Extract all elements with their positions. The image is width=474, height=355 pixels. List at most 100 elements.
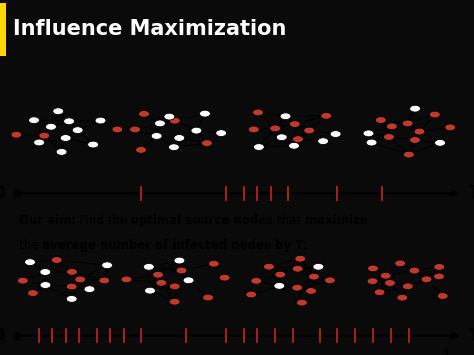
Circle shape xyxy=(191,127,202,134)
Circle shape xyxy=(202,294,213,301)
Circle shape xyxy=(129,126,140,133)
Circle shape xyxy=(53,108,64,115)
Circle shape xyxy=(410,105,420,112)
Circle shape xyxy=(174,135,185,141)
Circle shape xyxy=(46,123,56,130)
Circle shape xyxy=(289,142,300,149)
Circle shape xyxy=(39,132,50,139)
Circle shape xyxy=(324,277,335,284)
Circle shape xyxy=(366,139,377,146)
Circle shape xyxy=(321,113,332,119)
Circle shape xyxy=(209,260,219,267)
Circle shape xyxy=(34,139,45,146)
Circle shape xyxy=(11,131,22,138)
Circle shape xyxy=(219,274,230,281)
Text: Influence Maximization: Influence Maximization xyxy=(13,19,287,39)
Circle shape xyxy=(292,284,302,291)
Text: 3: 3 xyxy=(442,348,448,355)
Circle shape xyxy=(66,268,77,275)
Circle shape xyxy=(51,257,62,263)
Circle shape xyxy=(216,130,227,137)
Circle shape xyxy=(251,278,262,284)
Circle shape xyxy=(395,260,406,267)
Circle shape xyxy=(95,117,106,124)
Circle shape xyxy=(384,279,395,286)
Circle shape xyxy=(66,295,77,302)
Circle shape xyxy=(276,134,287,141)
Circle shape xyxy=(145,287,155,294)
Circle shape xyxy=(246,291,256,298)
Circle shape xyxy=(402,120,413,127)
Circle shape xyxy=(169,283,180,290)
Circle shape xyxy=(380,272,391,279)
Circle shape xyxy=(383,133,394,140)
Circle shape xyxy=(112,126,123,133)
Circle shape xyxy=(151,132,162,140)
Text: T: T xyxy=(469,327,474,345)
Circle shape xyxy=(164,113,175,120)
Circle shape xyxy=(367,278,378,285)
Circle shape xyxy=(138,110,149,117)
Circle shape xyxy=(18,277,28,284)
Circle shape xyxy=(410,137,420,143)
Circle shape xyxy=(274,283,285,289)
Circle shape xyxy=(280,113,291,120)
Circle shape xyxy=(445,124,456,131)
Circle shape xyxy=(264,263,274,270)
Text: 0: 0 xyxy=(0,327,5,345)
Circle shape xyxy=(421,276,432,283)
Text: Our aim:: Our aim: xyxy=(19,214,76,227)
Circle shape xyxy=(306,288,317,294)
Circle shape xyxy=(275,271,286,278)
Text: that: that xyxy=(273,214,305,227)
Circle shape xyxy=(121,276,132,283)
Circle shape xyxy=(254,144,264,151)
Circle shape xyxy=(174,257,185,264)
Circle shape xyxy=(289,121,300,127)
Circle shape xyxy=(434,273,445,280)
Circle shape xyxy=(144,263,155,270)
Circle shape xyxy=(101,262,112,269)
Circle shape xyxy=(66,283,77,290)
Circle shape xyxy=(168,144,179,151)
Circle shape xyxy=(136,147,146,153)
Circle shape xyxy=(201,140,212,147)
Circle shape xyxy=(169,298,180,305)
Circle shape xyxy=(74,276,85,283)
Circle shape xyxy=(84,286,95,293)
Circle shape xyxy=(72,127,83,133)
Circle shape xyxy=(435,140,446,146)
Circle shape xyxy=(375,117,386,124)
Circle shape xyxy=(25,259,36,266)
Circle shape xyxy=(40,282,51,288)
Circle shape xyxy=(99,277,110,284)
Circle shape xyxy=(374,289,385,296)
Bar xyxy=(0,3,6,56)
Circle shape xyxy=(367,265,378,272)
Circle shape xyxy=(270,125,281,132)
Circle shape xyxy=(309,273,319,280)
Circle shape xyxy=(397,294,408,301)
Circle shape xyxy=(292,266,303,272)
Text: 0: 0 xyxy=(0,185,5,202)
Circle shape xyxy=(438,293,448,299)
Circle shape xyxy=(402,283,413,290)
Circle shape xyxy=(363,130,374,137)
Text: average number of infected nodes by T:: average number of infected nodes by T: xyxy=(42,239,308,252)
Circle shape xyxy=(153,271,164,278)
Circle shape xyxy=(429,111,440,118)
Circle shape xyxy=(200,110,210,117)
Circle shape xyxy=(156,279,167,286)
Circle shape xyxy=(434,263,445,270)
Circle shape xyxy=(27,290,38,296)
Circle shape xyxy=(60,135,71,141)
Circle shape xyxy=(253,109,264,116)
Circle shape xyxy=(183,277,194,284)
Circle shape xyxy=(414,128,425,135)
Circle shape xyxy=(169,117,180,124)
Text: T: T xyxy=(469,185,474,202)
Text: optimal source nodes: optimal source nodes xyxy=(131,214,273,227)
Circle shape xyxy=(386,123,397,130)
Text: the: the xyxy=(19,239,42,252)
Circle shape xyxy=(176,267,187,274)
